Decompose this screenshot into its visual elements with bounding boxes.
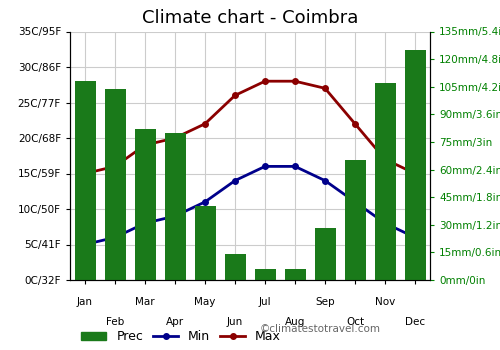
Bar — [254, 269, 276, 280]
Bar — [194, 206, 216, 280]
Bar — [404, 50, 425, 280]
Text: Mar: Mar — [135, 298, 155, 307]
Bar — [314, 229, 336, 280]
Text: Jun: Jun — [227, 317, 243, 327]
Bar — [374, 83, 396, 280]
Text: Nov: Nov — [375, 298, 395, 307]
Text: Feb: Feb — [106, 317, 124, 327]
Bar — [344, 160, 366, 280]
Title: Climate chart - Coimbra: Climate chart - Coimbra — [142, 9, 358, 27]
Bar — [104, 89, 126, 280]
Text: Oct: Oct — [346, 317, 364, 327]
Bar — [134, 129, 156, 280]
Text: Apr: Apr — [166, 317, 184, 327]
Text: Sep: Sep — [315, 298, 335, 307]
Bar — [164, 133, 186, 280]
Bar — [284, 269, 306, 280]
Text: Aug: Aug — [285, 317, 305, 327]
Text: Jul: Jul — [258, 298, 272, 307]
Text: May: May — [194, 298, 216, 307]
Bar — [224, 254, 246, 280]
Text: ©climatestotravel.com: ©climatestotravel.com — [260, 324, 381, 334]
Legend: Prec, Min, Max: Prec, Min, Max — [76, 325, 286, 348]
Bar — [74, 81, 96, 280]
Text: Jan: Jan — [77, 298, 93, 307]
Text: Dec: Dec — [405, 317, 425, 327]
